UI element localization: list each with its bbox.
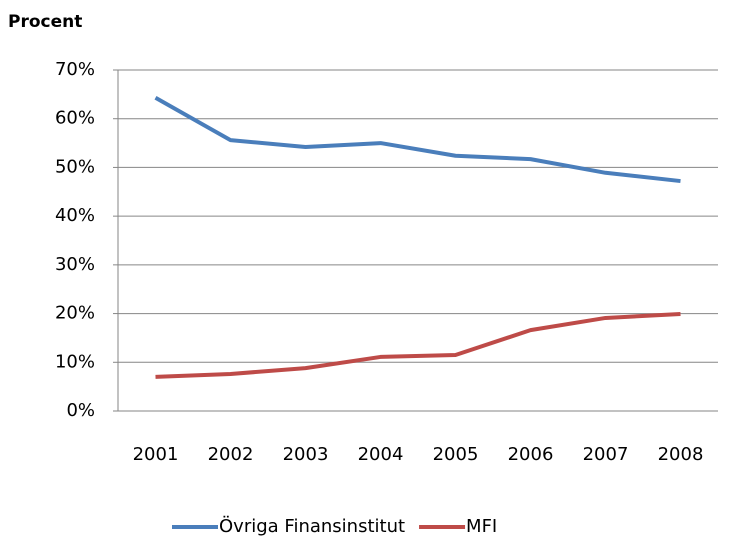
y-tick-label: 10%: [55, 351, 95, 372]
y-tick-label: 40%: [55, 205, 95, 226]
y-tick-label: 0%: [66, 400, 95, 421]
x-tick-label: 2006: [508, 444, 554, 465]
legend-label: Övriga Finansinstitut: [219, 515, 405, 537]
y-tick-label: 70%: [55, 59, 95, 80]
x-tick-label: 2002: [208, 444, 254, 465]
y-tick-label: 20%: [55, 303, 95, 324]
x-tick-label: 2008: [658, 444, 704, 465]
x-tick-label: 2007: [583, 444, 629, 465]
x-tick-label: 2004: [358, 444, 404, 465]
series-line: [154, 96, 681, 184]
x-tick-label: 2003: [283, 444, 329, 465]
y-tick-label: 60%: [55, 108, 95, 129]
y-tick-label: 30%: [55, 254, 95, 275]
series-line: [155, 312, 681, 379]
y-axis-label: Procent: [8, 12, 82, 32]
legend-label: MFI: [466, 516, 497, 537]
y-tick-label: 50%: [55, 156, 95, 177]
x-tick-label: 2005: [433, 444, 479, 465]
x-tick-label: 2001: [133, 444, 179, 465]
